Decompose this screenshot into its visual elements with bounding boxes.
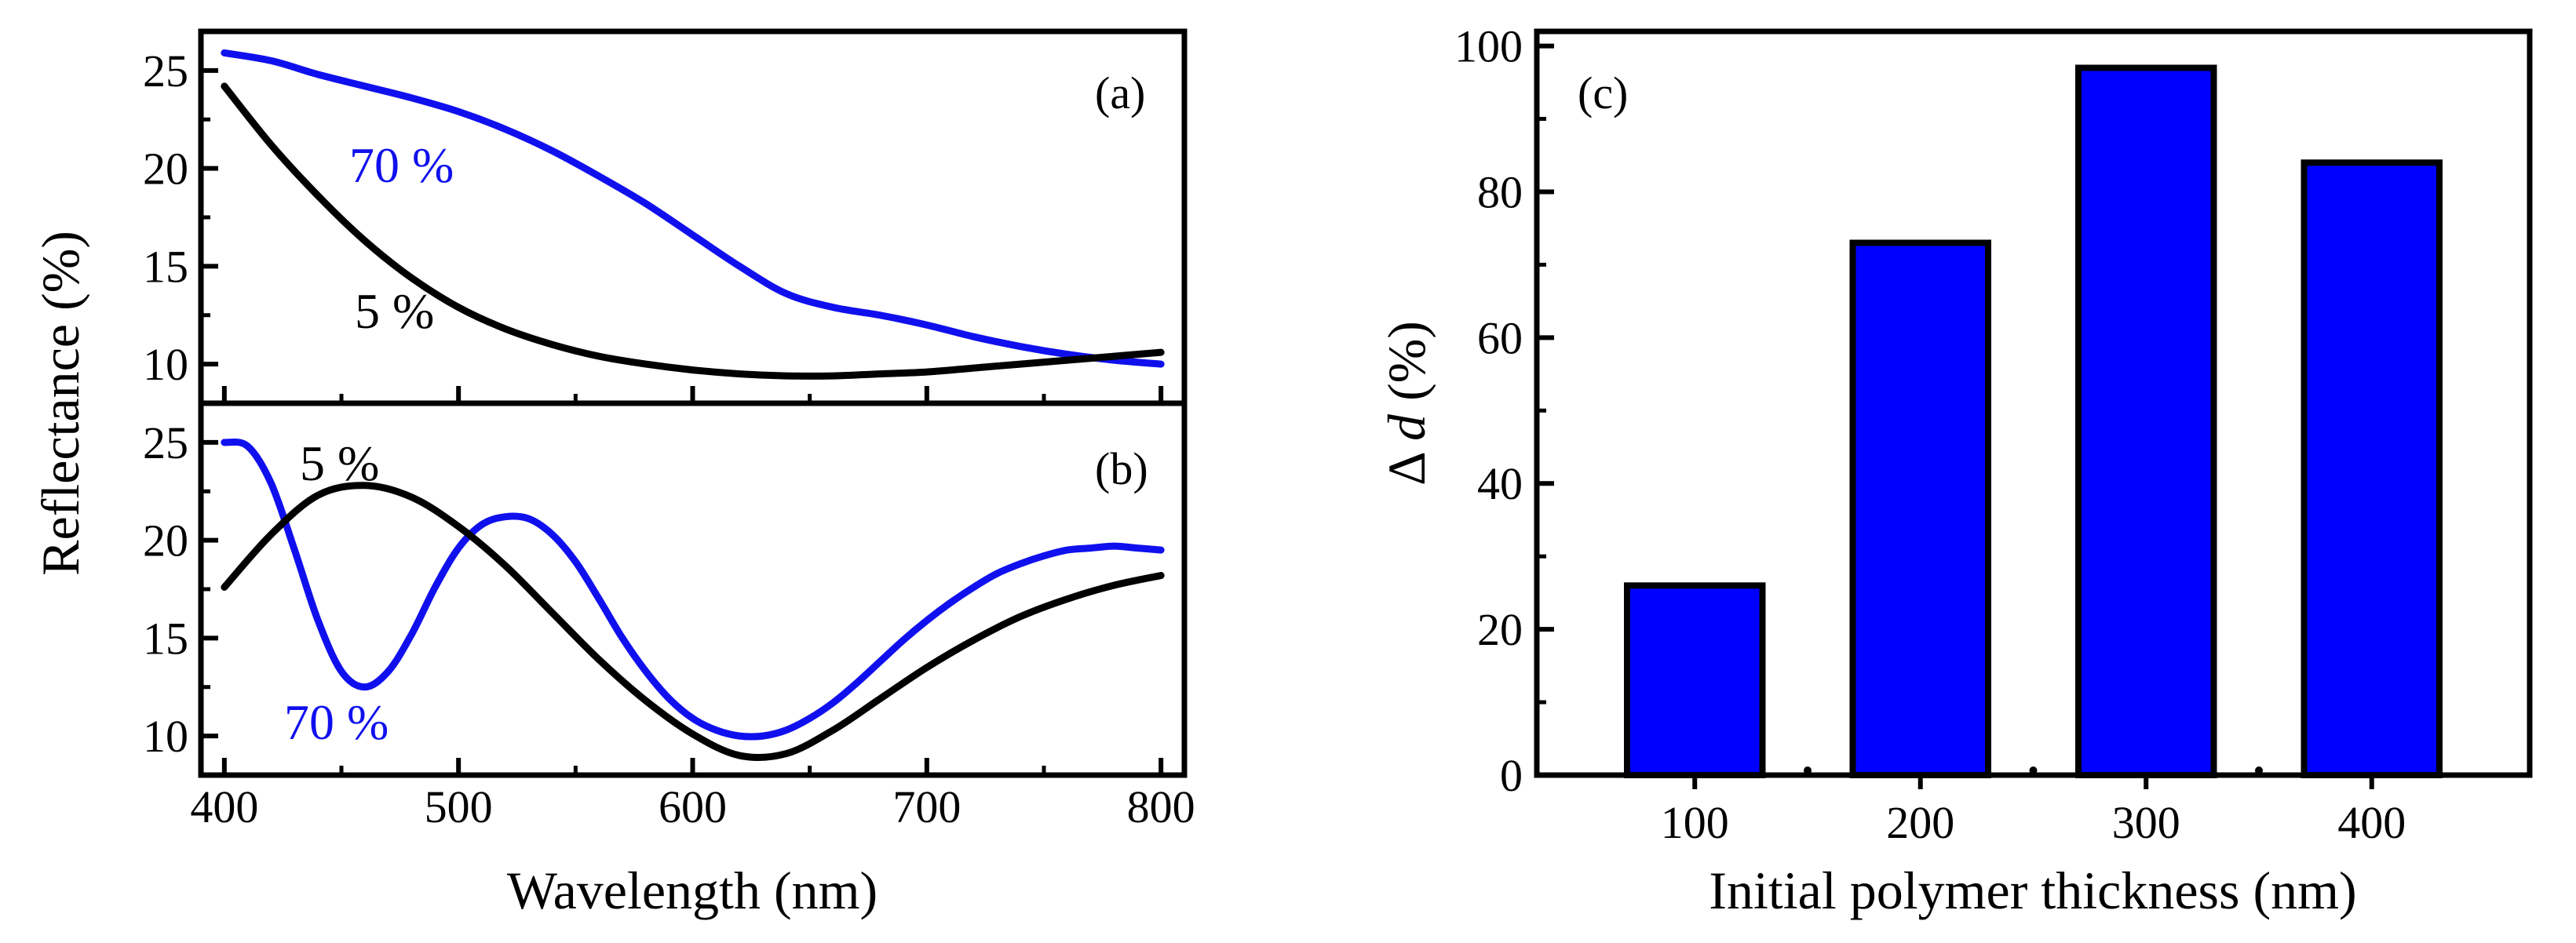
y-tick-label-a-10: 10 <box>143 339 188 390</box>
series-line-b-5pct <box>221 482 1165 762</box>
y-tick-label-c-20: 20 <box>1477 604 1523 655</box>
y-tick-label-c-60: 60 <box>1477 312 1523 363</box>
annotation-70pct-a: 70 % <box>349 137 454 193</box>
y-label-unit: (%) <box>1377 321 1436 401</box>
panel-b-frame <box>198 400 1188 778</box>
series-line-a-5pct <box>221 82 1165 380</box>
y-label-var: d <box>1377 413 1436 441</box>
y-tick-label-b-15: 15 <box>143 613 188 664</box>
bar-300 <box>2075 64 2217 779</box>
panel-a-label: (a) <box>1095 67 1145 118</box>
x-tick-label-c-400: 400 <box>2337 797 2406 848</box>
annotation-5pct-b: 5 % <box>300 435 379 491</box>
panel-b: 10 15 20 25 400 500 600 700 800 (b) 5 % 70 % <box>143 400 1195 832</box>
x-axis-label-wavelength: Wavelength (nm) <box>507 861 878 920</box>
x-tick-label-500: 500 <box>425 781 493 832</box>
series-line-b-70pct <box>221 438 1165 741</box>
y-tick-label-c-100: 100 <box>1454 21 1523 72</box>
y-tick-label-a-20: 20 <box>143 144 188 195</box>
panel-a: 10 15 20 25 (a) 70 % 5 % <box>143 28 1188 406</box>
panel-c: 0 20 40 60 80 100 100 200 300 400 (c) <box>1454 21 2533 848</box>
y-tick-label-c-0: 0 <box>1500 750 1523 801</box>
bar-100 <box>1624 582 1766 779</box>
panel-c-frame <box>1534 28 2533 778</box>
panel-b-label: (b) <box>1095 443 1148 494</box>
x-tick-label-700: 700 <box>892 781 961 832</box>
y-tick-label-a-15: 15 <box>143 241 188 292</box>
y-tick-label-a-25: 25 <box>143 46 188 96</box>
x-tick-label-c-300: 300 <box>2112 797 2180 848</box>
x-axis-label-thickness: Initial polymer thickness (nm) <box>1709 861 2356 920</box>
x-tick-label-400: 400 <box>190 781 258 832</box>
annotation-70pct-b: 70 % <box>284 694 389 750</box>
y-tick-label-b-10: 10 <box>143 711 188 762</box>
x-tick-label-600: 600 <box>659 781 727 832</box>
annotation-5pct-a: 5 % <box>355 283 434 339</box>
y-tick-label-c-40: 40 <box>1477 458 1523 509</box>
x-tick-label-c-100: 100 <box>1661 797 1729 848</box>
bar-200 <box>1849 239 1991 778</box>
bar-400 <box>2301 159 2443 778</box>
y-axis-label-delta-d: Δ d (%) <box>1377 321 1436 486</box>
panel-c-label: (c) <box>1578 67 1628 118</box>
y-tick-label-c-80: 80 <box>1477 166 1523 217</box>
x-tick-label-c-200: 200 <box>1886 797 1954 848</box>
y-axis-label-reflectance: Reflectance (%) <box>31 231 90 576</box>
x-tick-label-800: 800 <box>1127 781 1195 832</box>
y-tick-label-b-25: 25 <box>143 417 188 468</box>
series-line-a-70pct <box>221 49 1165 368</box>
y-label-delta: Δ <box>1377 453 1436 486</box>
y-tick-label-b-20: 20 <box>143 515 188 566</box>
